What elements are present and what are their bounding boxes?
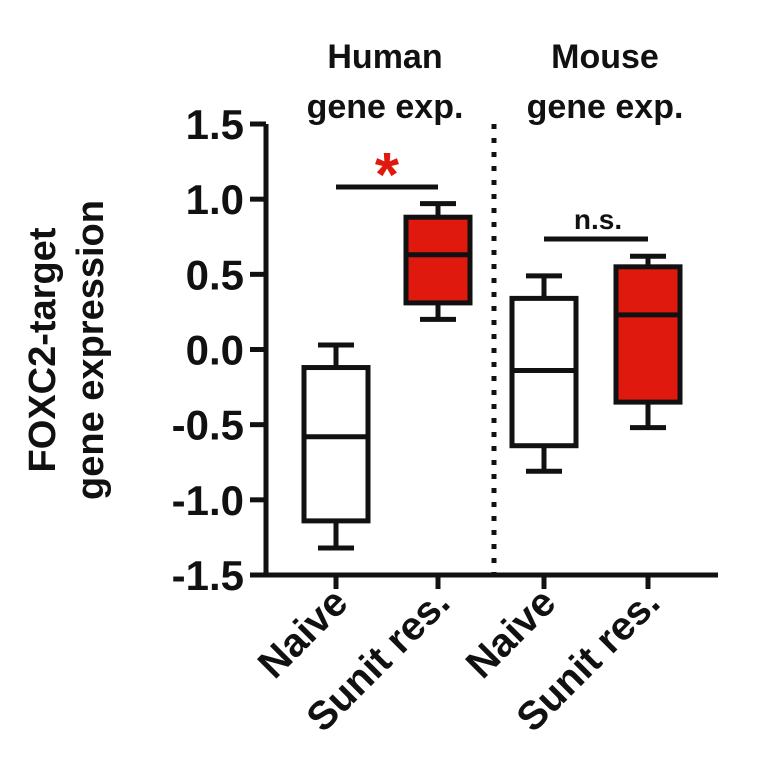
y-tick-label: -1.5 (172, 552, 244, 599)
y-tick-label: 1.0 (186, 176, 244, 223)
significance-annotations: * n.s. (336, 141, 648, 242)
group-title-line-2: gene exp. (527, 88, 684, 126)
x-axis (264, 572, 718, 589)
y-axis-label: FOXC2-target gene expression (22, 200, 112, 500)
group-title-line-1: Mouse (551, 38, 659, 76)
y-axis: 1.5 1.0 0.5 0.0 -0.5 -1.0 -1.5 (172, 101, 269, 599)
significance-label-human: * (375, 141, 400, 210)
group-title-line-2: gene exp. (307, 88, 464, 126)
boxes (301, 201, 683, 551)
box-2 (509, 273, 579, 474)
significance-label-mouse: n.s. (574, 204, 622, 235)
y-tick-label: -1.0 (172, 477, 244, 524)
box-3 (613, 253, 683, 431)
y-tick-label: 1.5 (186, 101, 244, 148)
group-title-line-1: Human (327, 38, 442, 76)
box-iqr (301, 365, 371, 524)
y-tick-label: 0.5 (186, 251, 244, 298)
y-tick-label: 0.0 (186, 327, 244, 374)
box-iqr (403, 214, 473, 306)
box-0 (301, 342, 371, 551)
group-titles: Human gene exp. Mouse gene exp. (307, 38, 684, 126)
y-axis-label-line-2: gene expression (70, 200, 112, 500)
y-axis-label-line-1: FOXC2-target (22, 227, 64, 472)
box-iqr (613, 264, 683, 405)
y-tick-label: -0.5 (172, 402, 244, 449)
box-1 (403, 201, 473, 322)
